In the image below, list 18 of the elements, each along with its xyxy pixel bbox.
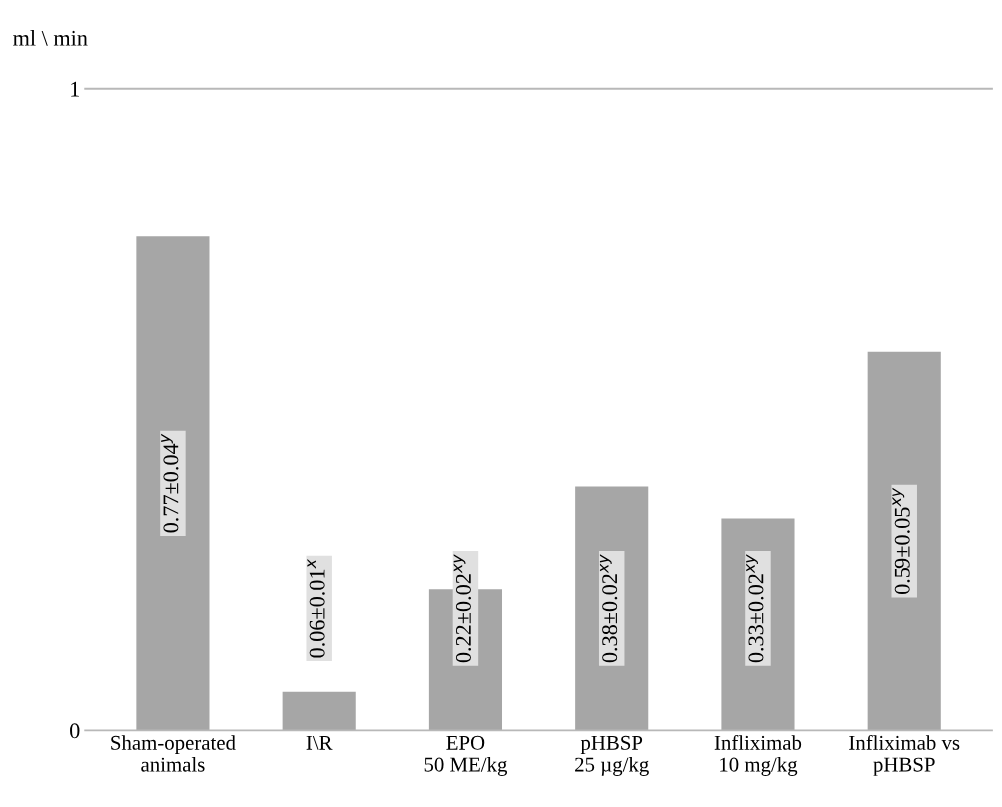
data-label: 0.77±0.04$^{y}$ bbox=[161, 433, 179, 533]
bar bbox=[867, 351, 941, 731]
data-label: 0.59±0.05$^{xy}$ bbox=[892, 487, 910, 594]
data-label: 0.06±0.01$^{x}$ bbox=[307, 558, 325, 658]
x-tick-label: EPO 50 ME/kg bbox=[424, 735, 507, 776]
bar bbox=[282, 691, 356, 731]
x-tick-label: I\R bbox=[306, 735, 333, 750]
data-label: 0.33±0.02$^{xy}$ bbox=[746, 554, 764, 663]
y-tick-label: 1 bbox=[71, 81, 79, 97]
data-label: 0.22±0.02$^{xy}$ bbox=[453, 554, 472, 663]
bar bbox=[136, 236, 210, 731]
data-label: 0.38±0.02$^{xy}$ bbox=[599, 554, 618, 663]
x-tick-label: pHBSP 25 µg/kg bbox=[575, 735, 649, 776]
y-tick-label: 0 bbox=[70, 723, 80, 739]
x-tick-label: Infliximab 10 mg/kg bbox=[714, 734, 802, 776]
y-axis-title: ml \ min bbox=[13, 30, 88, 46]
x-tick-label: Infliximab vs pHBSP bbox=[849, 734, 960, 776]
x-tick-label: Sham-operated animals bbox=[111, 735, 236, 772]
